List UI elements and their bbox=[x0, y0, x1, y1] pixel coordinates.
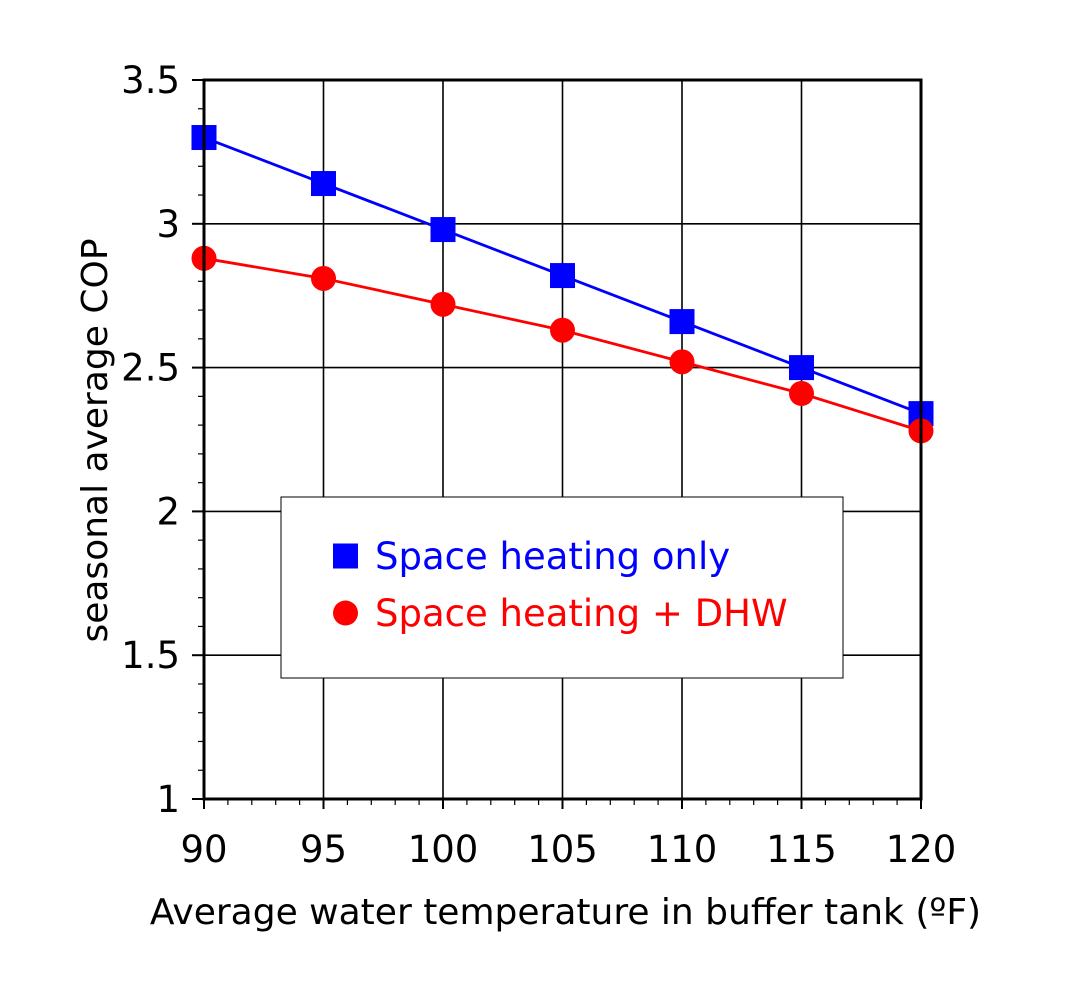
x-tick-label: 105 bbox=[527, 828, 598, 871]
series-layer bbox=[191, 125, 934, 444]
legend-square-marker bbox=[333, 543, 358, 569]
data-point-square bbox=[430, 217, 456, 243]
y-tick-label: 1 bbox=[156, 778, 180, 821]
data-point-square bbox=[789, 355, 814, 381]
legend-label: Space heating only bbox=[375, 535, 730, 578]
y-axis-title: seasonal average COP bbox=[75, 238, 116, 642]
data-point-circle bbox=[430, 291, 456, 317]
tick-labels: 90 95 100 105 110 115 120 1 1.5 2 2.5 3 3.5 bbox=[121, 59, 956, 871]
legend-box bbox=[280, 496, 844, 679]
minor-ticks bbox=[192, 79, 922, 809]
y-tick-label: 3.5 bbox=[121, 59, 180, 102]
data-point-square bbox=[669, 309, 695, 335]
x-tick-label: 95 bbox=[300, 828, 347, 871]
data-point-circle bbox=[669, 349, 695, 375]
plot-frame bbox=[202, 78, 923, 801]
series-space-heating-dhw bbox=[191, 245, 934, 444]
data-point-square bbox=[311, 171, 336, 197]
data-point-circle bbox=[550, 317, 575, 343]
x-tick-label: 100 bbox=[408, 828, 479, 871]
legend-items: Space heating only Space heating + DHW bbox=[333, 535, 788, 635]
data-point-circle bbox=[789, 380, 814, 406]
x-tick-label: 120 bbox=[886, 828, 957, 871]
y-tick-label: 3 bbox=[156, 203, 180, 246]
x-tick-label: 90 bbox=[180, 828, 227, 871]
y-tick-label: 2 bbox=[156, 490, 180, 533]
series-space-heating-only bbox=[191, 125, 934, 427]
y-tick-label: 1.5 bbox=[121, 634, 180, 677]
legend-item: Space heating only bbox=[333, 535, 730, 578]
x-tick-label: 110 bbox=[647, 828, 718, 871]
x-tick-label: 115 bbox=[766, 828, 837, 871]
x-axis-title: Average water temperature in buffer tank… bbox=[150, 892, 981, 933]
legend-label: Space heating + DHW bbox=[375, 592, 788, 635]
data-point-square bbox=[550, 263, 575, 289]
legend: Space heating only Space heating + DHW bbox=[280, 496, 844, 679]
legend-circle-marker bbox=[333, 600, 358, 626]
legend-item: Space heating + DHW bbox=[333, 592, 788, 635]
data-point-circle bbox=[311, 265, 336, 291]
y-tick-label: 2.5 bbox=[121, 347, 180, 390]
